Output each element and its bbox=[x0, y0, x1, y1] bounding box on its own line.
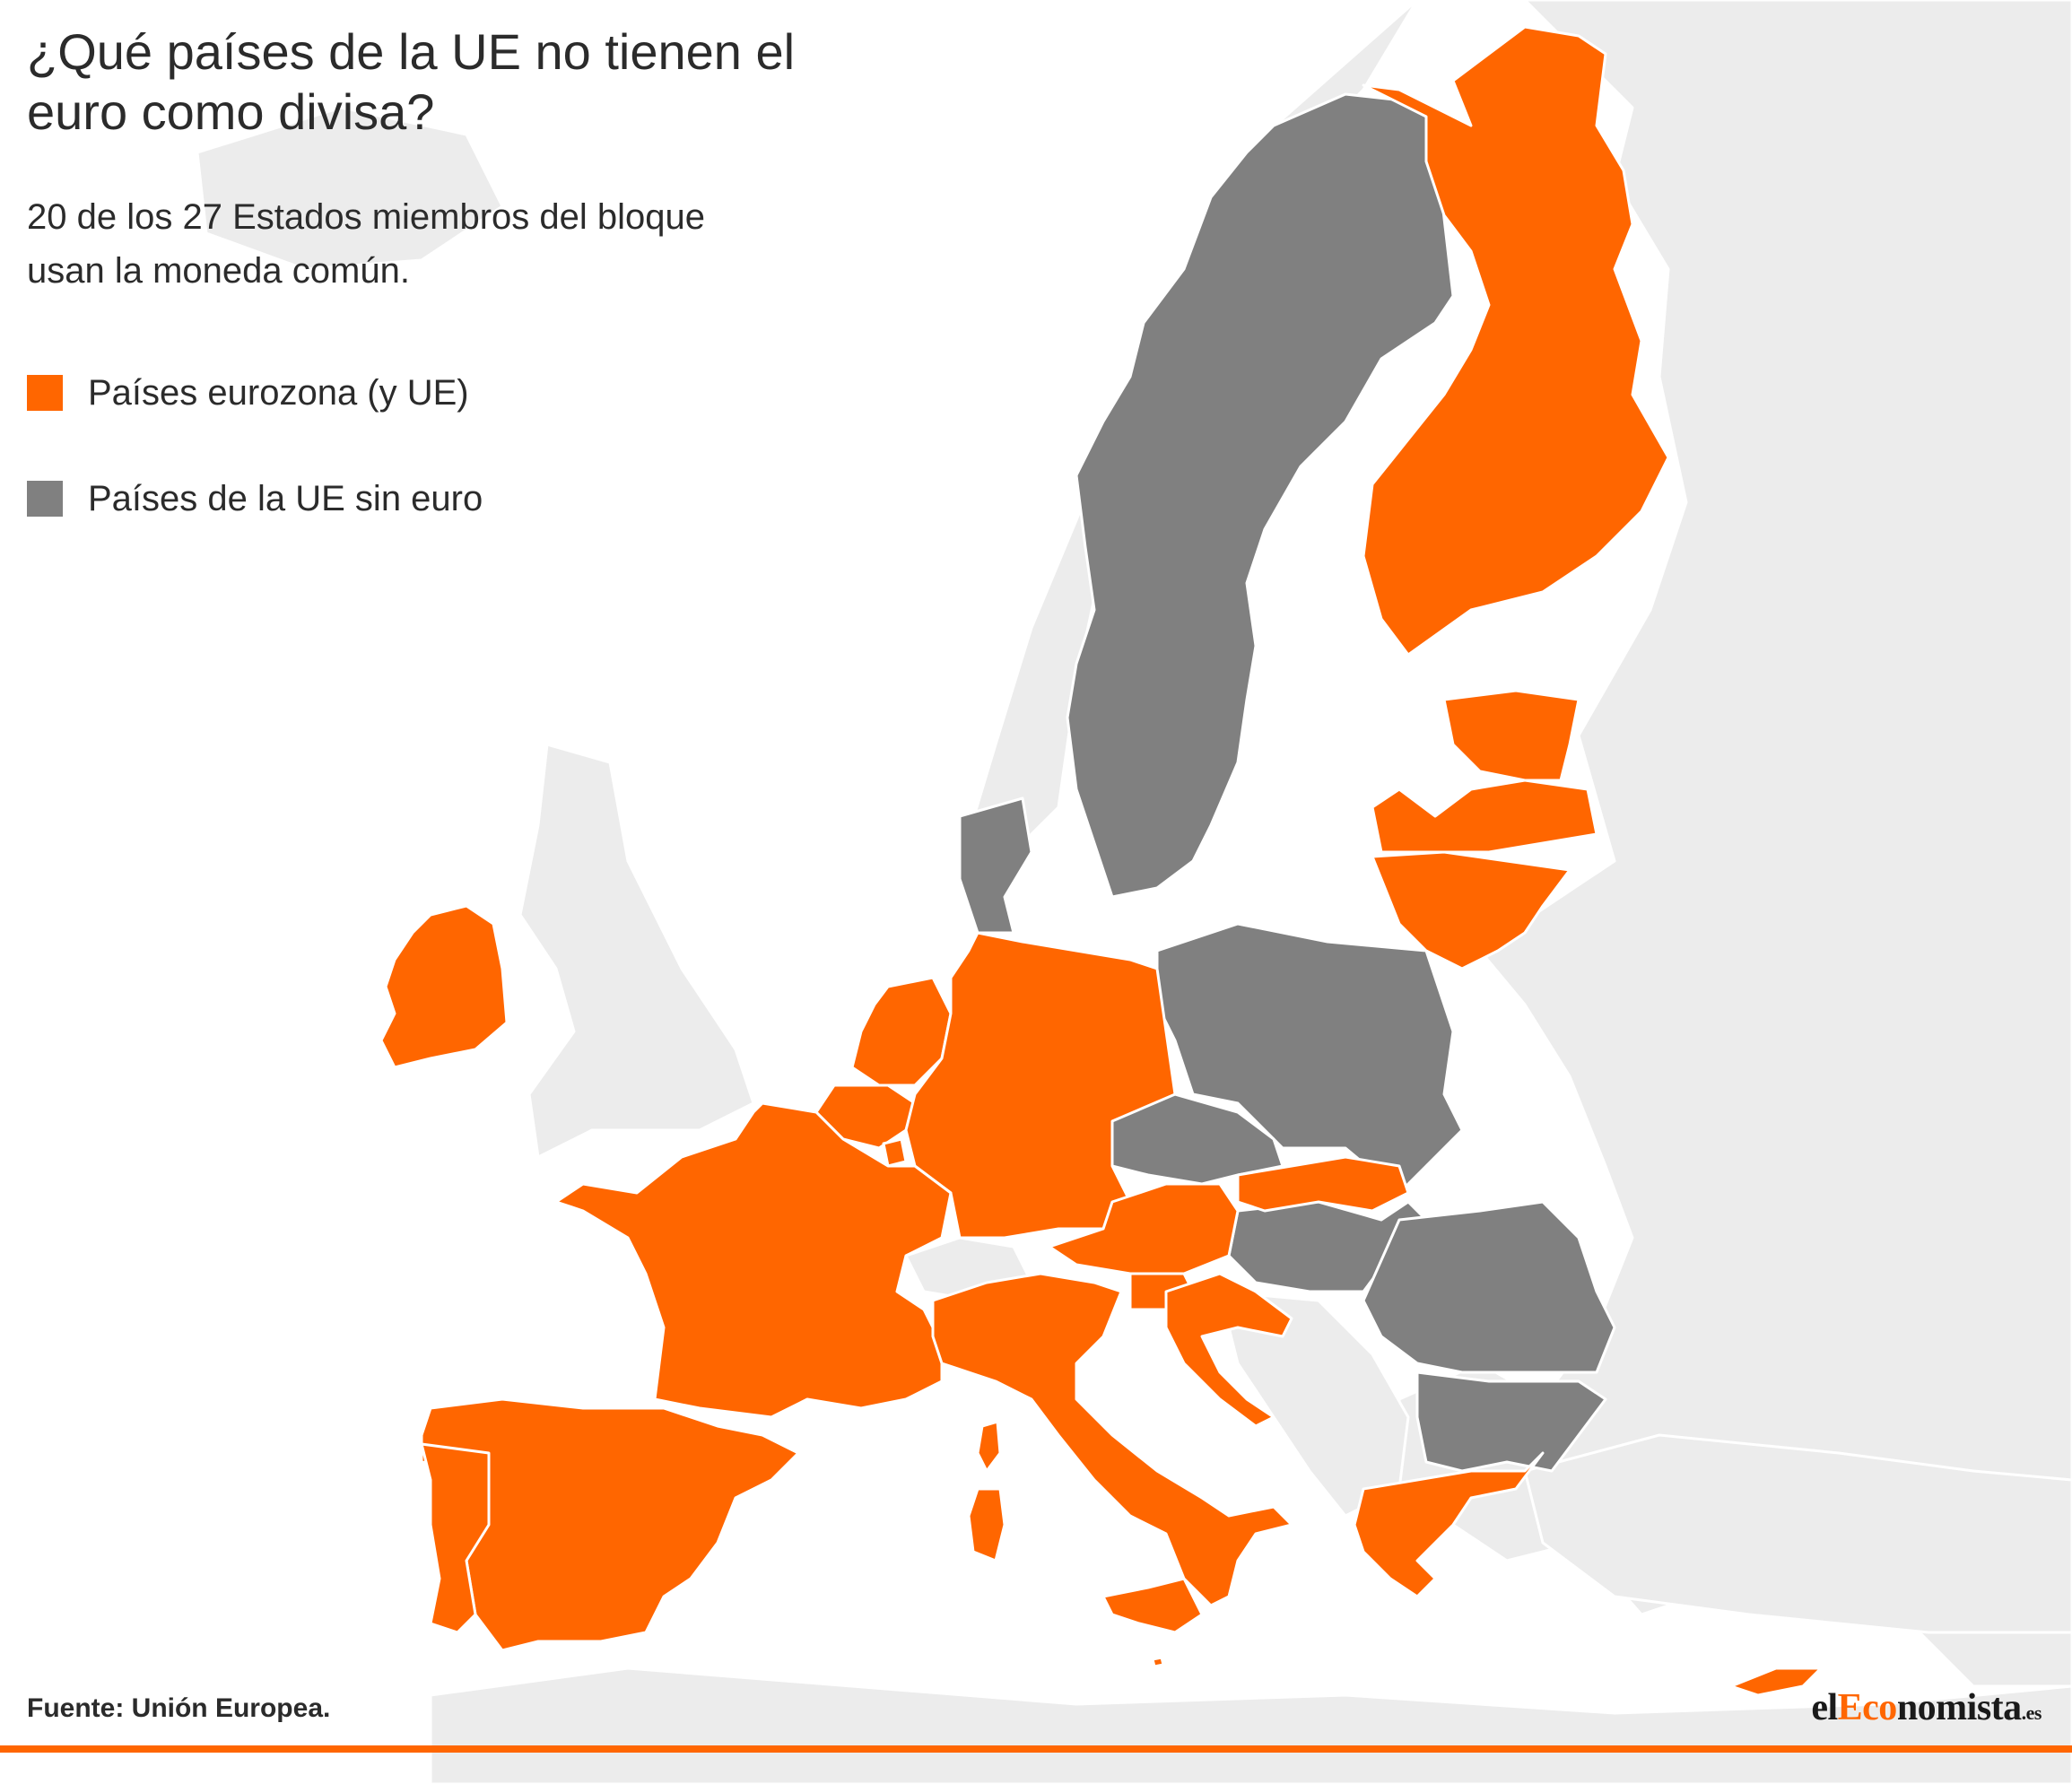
country-luxembourg bbox=[882, 1137, 908, 1168]
legend-item-non-euro: Países de la UE sin euro bbox=[27, 472, 483, 526]
country-slovakia bbox=[1236, 1155, 1410, 1213]
country-malta bbox=[1151, 1656, 1165, 1668]
legend-swatch-non-euro bbox=[27, 481, 63, 517]
eurozone-countries bbox=[379, 25, 1823, 1697]
legend-label-non-euro: Países de la UE sin euro bbox=[88, 478, 483, 518]
country-estonia bbox=[1442, 689, 1580, 782]
country-finland bbox=[1362, 25, 1670, 657]
legend-item-eurozone: Países eurozona (y UE) bbox=[27, 366, 483, 420]
country-sicily bbox=[1101, 1577, 1204, 1634]
country-corsica bbox=[976, 1420, 1002, 1473]
logo-part-eco: Eco bbox=[1837, 1687, 1898, 1728]
country-cyprus bbox=[1729, 1667, 1823, 1697]
logo-part-tld: .es bbox=[2021, 1701, 2042, 1724]
land-iceland bbox=[196, 106, 504, 271]
country-netherlands bbox=[850, 976, 953, 1087]
map-legend: Países eurozona (y UE) Países de la UE s… bbox=[27, 366, 483, 578]
country-portugal bbox=[420, 1442, 491, 1634]
country-sardinia bbox=[967, 1487, 1006, 1562]
page-title: ¿Qué países de la UE no tienen el euro c… bbox=[27, 23, 796, 141]
legend-swatch-eurozone bbox=[27, 375, 63, 411]
land-uk bbox=[518, 743, 755, 1159]
non-euro-eu-countries bbox=[958, 92, 1616, 1473]
country-bulgaria bbox=[1415, 1371, 1607, 1473]
country-greece bbox=[1353, 1451, 1545, 1598]
logo-part-el: el bbox=[1811, 1687, 1838, 1728]
source-note: Fuente: Unión Europea. bbox=[27, 1693, 331, 1723]
bottom-divider bbox=[0, 1745, 2072, 1753]
subtitle: 20 de los 27 Estados miembros del bloque… bbox=[27, 197, 706, 291]
country-latvia bbox=[1371, 779, 1598, 854]
legend-label-eurozone: Países eurozona (y UE) bbox=[88, 372, 469, 413]
non-eu-land bbox=[196, 0, 2072, 1784]
land-turkey bbox=[1523, 1433, 2072, 1634]
country-denmark bbox=[958, 796, 1033, 935]
country-germany bbox=[904, 931, 1177, 1240]
country-croatia bbox=[1164, 1272, 1293, 1428]
country-lithuania bbox=[1371, 850, 1571, 970]
country-italy bbox=[931, 1272, 1293, 1607]
country-france bbox=[554, 1101, 953, 1419]
land-north-africa bbox=[429, 1667, 2072, 1784]
country-sweden bbox=[1066, 92, 1455, 899]
eleconomista-logo: elEconomista.es bbox=[1811, 1686, 2042, 1729]
country-ireland bbox=[379, 904, 509, 1069]
country-poland bbox=[1155, 922, 1464, 1195]
logo-part-nomista: nomista bbox=[1896, 1687, 2022, 1728]
country-romania bbox=[1362, 1200, 1616, 1374]
